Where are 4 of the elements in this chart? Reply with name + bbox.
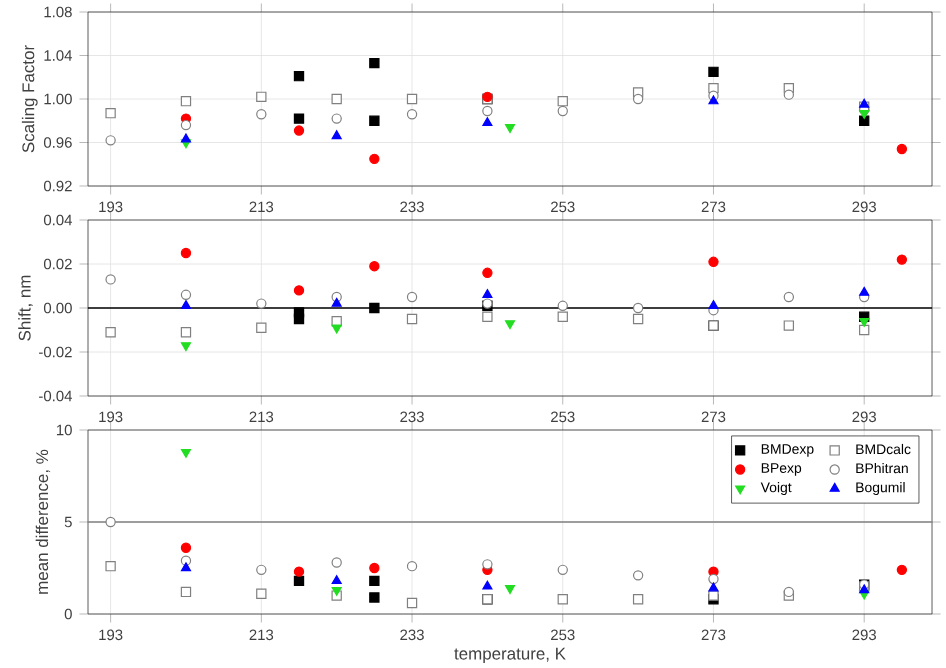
x-axis-title: temperature, K xyxy=(454,647,566,663)
y-axis-title: mean difference, % xyxy=(35,449,51,594)
y-axis-title: Shift, nm xyxy=(18,275,33,341)
y-axis-title: Scaling Factor xyxy=(21,45,38,153)
